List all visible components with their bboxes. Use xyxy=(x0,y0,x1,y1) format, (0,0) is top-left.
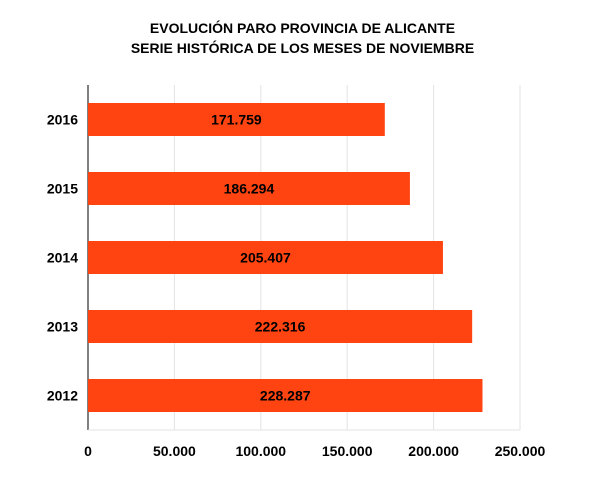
bar xyxy=(88,310,473,343)
bar xyxy=(88,241,443,274)
category-label: 2012 xyxy=(47,388,78,404)
category-label: 2016 xyxy=(47,112,78,128)
category-label: 2014 xyxy=(47,250,78,266)
data-label: 171.759 xyxy=(211,112,262,128)
x-tick-label: 250.000 xyxy=(495,443,546,459)
x-tick-label: 0 xyxy=(84,443,92,459)
x-tick-label: 200.000 xyxy=(408,443,459,459)
category-label: 2015 xyxy=(47,181,78,197)
bar xyxy=(88,172,410,205)
category-label: 2013 xyxy=(47,319,78,335)
data-label: 186.294 xyxy=(224,181,275,197)
chart-title-line-2: SERIE HISTÓRICA DE LOS MESES DE NOVIEMBR… xyxy=(130,40,475,56)
data-label: 222.316 xyxy=(255,319,306,335)
chart-title-line-1: EVOLUCIÓN PARO PROVINCIA DE ALICANTE xyxy=(149,20,456,36)
x-tick-label: 100.000 xyxy=(235,443,286,459)
x-tick-label: 50.000 xyxy=(153,443,196,459)
data-label: 205.407 xyxy=(240,250,291,266)
data-label: 228.287 xyxy=(260,388,311,404)
bar xyxy=(88,379,483,412)
bar xyxy=(88,103,385,136)
x-tick-label: 150.000 xyxy=(322,443,373,459)
